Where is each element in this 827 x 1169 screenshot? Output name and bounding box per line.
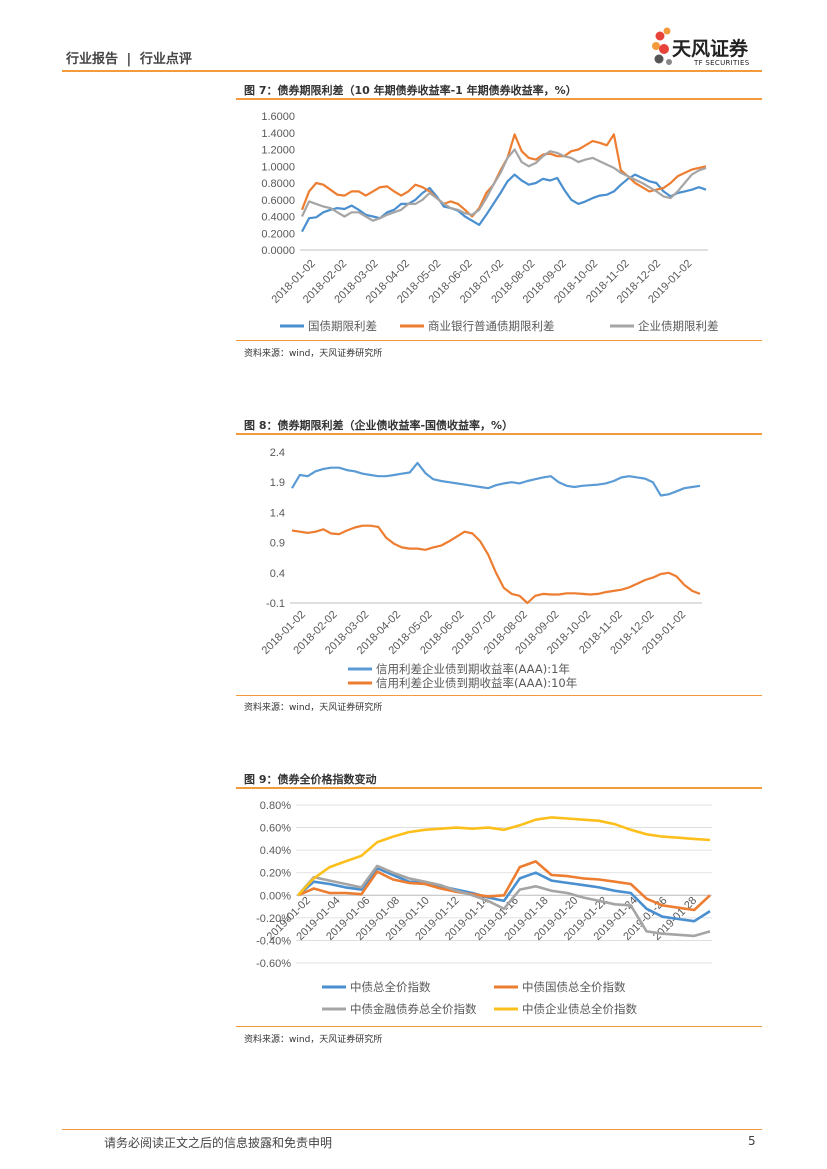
figure8-caption: 图 8：债券期限利差（企业债收益率-国债收益率，%） bbox=[244, 419, 514, 432]
fig7-legend-label-1: 国债期限利差 bbox=[308, 319, 377, 333]
fig8-legend-label-2: 信用利差企业债到期收益率(AAA):10年 bbox=[376, 676, 577, 690]
figure9-chart: 0.80% 0.60% 0.40% 0.20% 0.00% -0.20% -0.40% -0.… bbox=[256, 800, 712, 1016]
fig9-y-tick-label: -0.60% bbox=[256, 958, 291, 970]
page-number: 5 bbox=[748, 1134, 756, 1148]
fig7-y-tick-label: 0.8000 bbox=[261, 178, 295, 190]
fig9-series-line-1 bbox=[297, 866, 711, 923]
figure9-top-rule bbox=[236, 787, 762, 789]
figure8-top-rule bbox=[236, 433, 762, 435]
fig8-legend-label-1: 信用利差企业债到期收益率(AAA):1年 bbox=[376, 662, 570, 676]
fig7-y-tick-label: 0.4000 bbox=[261, 212, 295, 224]
brand-name: 天风证券 bbox=[672, 38, 749, 60]
fig7-series-line-1 bbox=[301, 173, 707, 233]
figure8-chart: 2.41.91.40.90.4-0.12018-01-022018-02-022… bbox=[260, 447, 702, 690]
fig8-y-tick-label: 0.4 bbox=[270, 568, 285, 580]
fig9-series-line-2 bbox=[297, 860, 711, 912]
figure7-bottom-rule bbox=[236, 340, 762, 341]
report-type: 行业点评 bbox=[139, 52, 192, 67]
figure8-source: 资料来源：wind，天风证券研究所 bbox=[244, 703, 383, 713]
fig7-y-tick-label: 1.4000 bbox=[261, 128, 295, 140]
fig8-y-tick-label: -0.1 bbox=[266, 598, 285, 610]
fig7-y-tick-label: 1.2000 bbox=[261, 145, 295, 157]
figure9-bottom-rule bbox=[236, 1026, 762, 1027]
fig9-y-tick-label: 0.20% bbox=[260, 868, 291, 880]
fig9-legend-label-1: 中债总全价指数 bbox=[350, 980, 431, 994]
figure7-top-rule bbox=[236, 98, 762, 100]
tf-logo-icon bbox=[652, 27, 672, 65]
fig9-y-tick-label: 0.80% bbox=[260, 800, 291, 812]
fig9-y-tick-label: -0.40% bbox=[256, 935, 291, 947]
fig9-y-tick-label: 0.60% bbox=[260, 823, 291, 835]
footer-rule bbox=[62, 1129, 762, 1130]
fig9-legend-label-3: 中债金融债券总全价指数 bbox=[350, 1002, 477, 1016]
fig9-series-line-3 bbox=[297, 864, 711, 938]
fig9-y-tick-label: 0.40% bbox=[260, 845, 291, 857]
fig7-series-line-3 bbox=[301, 148, 707, 222]
figure9-caption: 图 9：债券全价格指数变动 bbox=[244, 773, 377, 786]
fig7-legend-label-3: 企业债期限利差 bbox=[638, 319, 719, 333]
fig7-y-tick-label: 0.0000 bbox=[261, 245, 295, 257]
report-header: 行业报告 | 行业点评 bbox=[66, 48, 192, 67]
figure7-chart: 1.6000 1.4000 1.2000 1.0000 0.8000 0.6000 0.40… bbox=[261, 111, 719, 333]
report-section: 行业报告 bbox=[66, 52, 119, 67]
fig9-y-tick-label: 0.00% bbox=[260, 890, 291, 902]
fig7-y-tick-label: 0.6000 bbox=[261, 195, 295, 207]
footer-disclaimer: 请务必阅读正文之后的信息披露和免责申明 bbox=[104, 1136, 333, 1150]
header-rule bbox=[62, 70, 762, 72]
figure7-caption: 图 7：债券期限利差（10 年期债券收益率-1 年期债券收益率，%） bbox=[244, 84, 577, 97]
fig8-series-line-1 bbox=[291, 461, 701, 497]
brand-name-en: TF SECURITIES bbox=[694, 59, 750, 67]
fig9-legend-label-4: 中债企业债总全价指数 bbox=[522, 1002, 637, 1016]
fig7-legend-label-2: 商业银行普通债期限利差 bbox=[428, 319, 555, 333]
fig8-y-tick-label: 1.9 bbox=[270, 477, 285, 489]
fig7-y-tick-label: 1.6000 bbox=[261, 111, 295, 123]
figure8-bottom-rule bbox=[236, 695, 762, 696]
fig8-y-tick-label: 1.4 bbox=[270, 507, 285, 519]
fig8-y-tick-label: 0.9 bbox=[270, 538, 285, 550]
fig9-legend-label-2: 中债国债总全价指数 bbox=[522, 980, 626, 994]
fig7-series-line-2 bbox=[300, 133, 707, 218]
header-separator: | bbox=[126, 52, 132, 67]
figure7-source: 资料来源：wind，天风证券研究所 bbox=[244, 349, 383, 359]
figure9-source: 资料来源：wind，天风证券研究所 bbox=[244, 1035, 383, 1045]
fig7-y-tick-label: 0.2000 bbox=[261, 228, 295, 240]
fig8-y-tick-label: 2.4 bbox=[270, 447, 285, 459]
fig8-series-line-2 bbox=[291, 524, 701, 605]
fig9-y-tick-label: -0.20% bbox=[256, 913, 291, 925]
fig7-y-tick-label: 1.0000 bbox=[261, 161, 295, 173]
fig9-series-line-4 bbox=[297, 816, 711, 897]
